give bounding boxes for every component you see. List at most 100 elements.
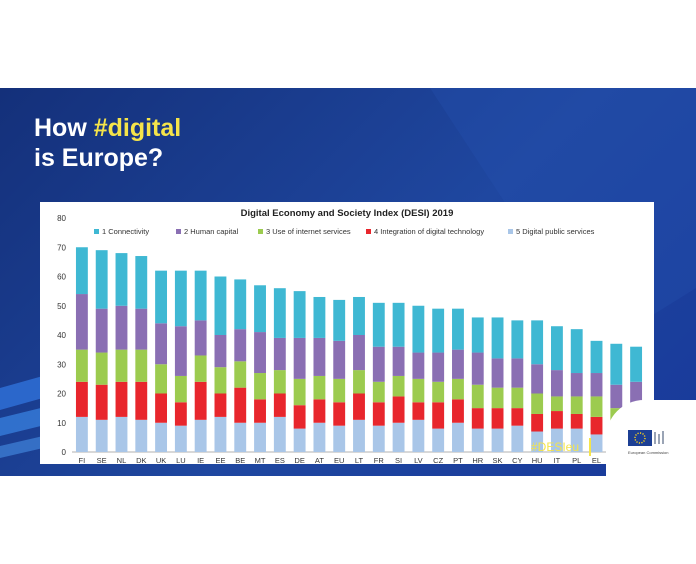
bar-IT-series-4 xyxy=(550,326,563,371)
bar-IT-series-2 xyxy=(550,396,563,412)
bar-LV-series-3 xyxy=(412,352,425,379)
bar-LU-series-3 xyxy=(174,326,187,376)
x-tick-label-HU: HU xyxy=(532,456,543,464)
bar-EE-series-2 xyxy=(214,367,227,394)
x-tick-label-LU: LU xyxy=(176,456,186,464)
bar-AT-series-0 xyxy=(313,422,326,452)
bar-HU-series-1 xyxy=(531,413,544,432)
bar-HU-series-2 xyxy=(531,393,544,414)
legend-label-1: 2 Human capital xyxy=(184,227,239,236)
x-tick-label-LV: LV xyxy=(414,456,423,464)
y-tick-label-80: 80 xyxy=(57,214,66,223)
headline-accent: #digital xyxy=(93,114,182,142)
x-tick-label-SK: SK xyxy=(493,456,503,464)
x-tick-label-PT: PT xyxy=(453,456,463,464)
x-tick-label-CY: CY xyxy=(512,456,522,464)
bar-NL-series-2 xyxy=(115,349,128,382)
y-tick-label-70: 70 xyxy=(57,243,66,252)
bar-CZ-series-1 xyxy=(432,402,445,429)
bar-DE-series-1 xyxy=(293,405,306,429)
legend-swatch-0 xyxy=(94,229,99,234)
bar-FR-series-3 xyxy=(372,346,385,382)
desi-chart: Digital Economy and Society Index (DESI)… xyxy=(57,208,646,464)
bar-CZ-series-4 xyxy=(432,308,445,353)
y-tick-label-0: 0 xyxy=(62,448,67,457)
bar-NL-series-0 xyxy=(115,416,128,452)
bar-PL-series-2 xyxy=(570,396,583,414)
bar-IE-series-2 xyxy=(194,355,207,382)
bar-SI-series-0 xyxy=(392,422,405,452)
bar-LV-series-2 xyxy=(412,378,425,403)
bar-SE-series-2 xyxy=(95,352,108,385)
bar-IE-series-1 xyxy=(194,381,207,420)
bar-HU-series-4 xyxy=(531,320,544,365)
bar-MT-series-3 xyxy=(254,332,266,374)
legend-label-4: 5 Digital public services xyxy=(516,227,595,236)
bar-UK-series-3 xyxy=(155,323,168,365)
bar-EL-series-1 xyxy=(590,416,603,435)
x-tick-label-ES: ES xyxy=(275,456,285,464)
y-tick-label-40: 40 xyxy=(57,331,66,340)
bar-FR-series-2 xyxy=(372,381,385,403)
bar-DK-series-0 xyxy=(135,419,148,452)
bar-EU-series-0 xyxy=(333,425,346,452)
bar-RO-series-4 xyxy=(610,343,623,385)
bar-FR-series-1 xyxy=(372,402,385,426)
bar-SE-series-4 xyxy=(95,250,108,309)
bar-PT-series-0 xyxy=(452,422,464,452)
x-tick-label-MT: MT xyxy=(255,456,266,464)
bar-AT-series-2 xyxy=(313,375,326,400)
bar-BE-series-1 xyxy=(234,387,247,423)
legend-label-0: 1 Connectivity xyxy=(102,227,149,236)
bar-CY-series-0 xyxy=(511,425,524,452)
bar-CZ-series-0 xyxy=(432,428,445,452)
y-tick-label-20: 20 xyxy=(57,390,66,399)
x-tick-label-EL: EL xyxy=(592,456,601,464)
bar-EL-series-0 xyxy=(590,434,603,452)
bar-IE-series-0 xyxy=(194,419,207,452)
bar-SI-series-3 xyxy=(392,346,405,376)
bar-SI-series-2 xyxy=(392,375,405,397)
bar-SE-series-1 xyxy=(95,384,108,420)
y-tick-label-10: 10 xyxy=(57,419,66,428)
bar-UK-series-1 xyxy=(155,393,168,423)
bar-SE-series-3 xyxy=(95,308,108,353)
bar-EU-series-2 xyxy=(333,378,346,403)
legend-swatch-3 xyxy=(366,229,371,234)
bar-PT-series-2 xyxy=(452,378,464,400)
bar-FR-series-4 xyxy=(372,302,385,347)
bar-MT-series-1 xyxy=(254,399,266,423)
bar-SI-series-4 xyxy=(392,302,405,347)
bar-HR-series-1 xyxy=(471,408,484,429)
bar-DK-series-1 xyxy=(135,381,148,420)
bar-AT-series-3 xyxy=(313,337,326,376)
x-tick-label-SE: SE xyxy=(97,456,107,464)
bar-ES-series-0 xyxy=(273,416,286,452)
bar-NL-series-4 xyxy=(115,253,128,306)
x-tick-label-PL: PL xyxy=(572,456,581,464)
hashtag-divider xyxy=(589,438,591,456)
x-tick-label-BE: BE xyxy=(235,456,245,464)
bar-HR-series-0 xyxy=(471,428,484,452)
european-commission-logo: European Commission xyxy=(628,430,668,455)
bar-EU-series-3 xyxy=(333,340,346,379)
bar-UK-series-4 xyxy=(155,270,168,324)
bar-LT-series-1 xyxy=(353,393,365,420)
x-tick-label-LT: LT xyxy=(355,456,364,464)
bar-CY-series-3 xyxy=(511,358,524,388)
chart-title: Digital Economy and Society Index (DESI)… xyxy=(241,208,454,219)
bar-CZ-series-3 xyxy=(432,352,445,382)
x-tick-label-EE: EE xyxy=(215,456,225,464)
bar-LU-series-4 xyxy=(174,270,187,327)
bar-BE-series-4 xyxy=(234,279,247,330)
bar-MT-series-4 xyxy=(254,285,266,333)
bar-SK-series-2 xyxy=(491,387,504,409)
bar-PL-series-0 xyxy=(570,428,583,452)
bar-EL-series-2 xyxy=(590,396,603,417)
bar-DK-series-2 xyxy=(135,349,148,382)
bar-BE-series-2 xyxy=(234,361,247,388)
bar-BG-series-3 xyxy=(630,381,643,406)
x-tick-label-IE: IE xyxy=(197,456,204,464)
bar-PT-series-3 xyxy=(452,349,464,379)
bar-EE-series-4 xyxy=(214,276,227,335)
